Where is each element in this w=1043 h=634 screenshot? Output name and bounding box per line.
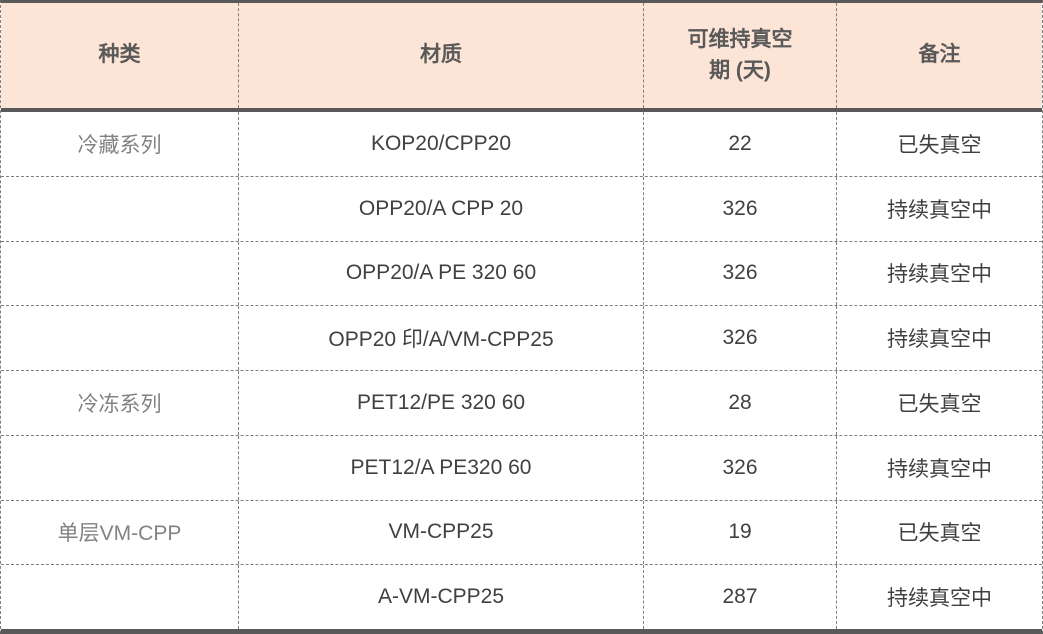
cell-vacuum-days: 326: [644, 176, 837, 241]
cell-category: 冷冻系列: [1, 371, 239, 435]
cell-category: [1, 176, 239, 241]
cell-remark: 已失真空: [897, 392, 982, 416]
cell-vacuum-days: 19: [644, 500, 837, 565]
cell-material: OPP20/A CPP 20: [239, 176, 644, 241]
column-header-material: 材质: [239, 3, 644, 108]
cell-vacuum-days: 287: [644, 565, 837, 629]
table-body: 冷藏系列 KOP20/CPP20 22 已失真空 OPP20/A CPP 20 …: [1, 112, 1042, 629]
cell-remark: 持续真空中: [887, 198, 992, 222]
cell-material: A-VM-CPP25: [239, 565, 644, 629]
cell-category: 单层VM-CPP: [1, 500, 239, 565]
cell-remark: 持续真空中: [887, 587, 992, 611]
column-header-remark: 备注: [918, 43, 961, 67]
cell-material: PET12/PE 320 60: [239, 371, 644, 435]
cell-remark: 持续真空中: [887, 457, 992, 481]
column-header-category: 种类: [1, 3, 239, 108]
table-row: 冷藏系列 KOP20/CPP20 22 已失真空: [1, 112, 1042, 177]
table-row: 冷冻系列 PET12/PE 320 60 28 已失真空: [1, 371, 1042, 436]
table-row: PET12/A PE320 60 326 持续真空中: [1, 435, 1042, 501]
cell-category: [1, 435, 239, 500]
table-row: A-VM-CPP25 287 持续真空中: [1, 565, 1042, 629]
cell-material: KOP20/CPP20: [239, 112, 644, 176]
cell-remark: 已失真空: [897, 133, 982, 157]
cell-material: OPP20 印/A/VM-CPP25: [239, 306, 644, 370]
cell-remark: 已失真空: [897, 522, 982, 546]
cell-material: PET12/A PE320 60: [239, 435, 644, 500]
cell-material: VM-CPP25: [239, 500, 644, 565]
cell-vacuum-days: 326: [644, 306, 837, 370]
column-header-vacuum-days: 可维持真空 期 (天): [644, 3, 837, 108]
cell-vacuum-days: 22: [644, 112, 837, 176]
table-row: OPP20 印/A/VM-CPP25 326 持续真空中: [1, 306, 1042, 371]
cell-vacuum-days: 326: [644, 241, 837, 306]
cell-category: [1, 306, 239, 370]
table-row: 单层VM-CPP VM-CPP25 19 已失真空: [1, 500, 1042, 566]
table-row: OPP20/A CPP 20 326 持续真空中: [1, 176, 1042, 242]
cell-category: [1, 241, 239, 306]
table-row: OPP20/A PE 320 60 326 持续真空中: [1, 241, 1042, 307]
cell-vacuum-days: 326: [644, 435, 837, 500]
cell-material: OPP20/A PE 320 60: [239, 241, 644, 306]
cell-vacuum-days: 28: [644, 371, 837, 435]
cell-remark: 持续真空中: [887, 263, 992, 287]
cell-category: 冷藏系列: [1, 112, 239, 176]
cell-remark: 持续真空中: [887, 328, 992, 352]
cell-category: [1, 565, 239, 629]
table-header-row: 种类 材质 可维持真空 期 (天) 备注: [1, 3, 1042, 112]
